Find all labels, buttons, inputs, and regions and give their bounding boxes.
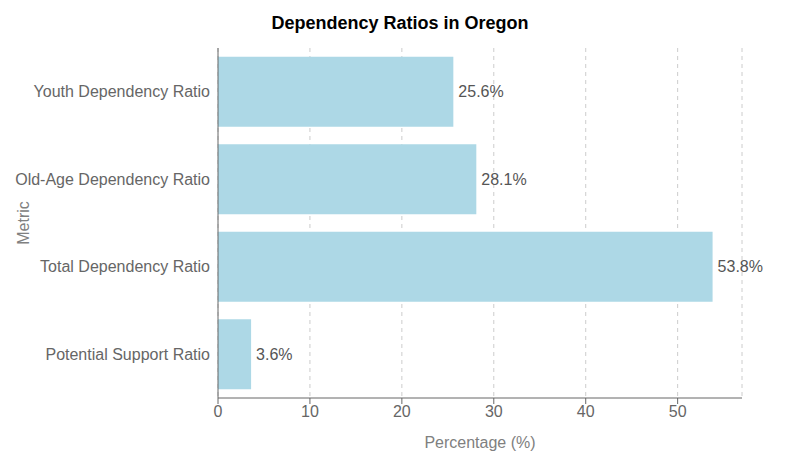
svg-text:Old-Age Dependency Ratio: Old-Age Dependency Ratio xyxy=(15,171,210,188)
svg-text:0: 0 xyxy=(214,403,223,420)
svg-text:Metric: Metric xyxy=(15,201,32,245)
svg-text:Percentage (%): Percentage (%) xyxy=(424,434,535,451)
svg-text:40: 40 xyxy=(577,403,595,420)
svg-text:10: 10 xyxy=(301,403,319,420)
svg-text:25.6%: 25.6% xyxy=(458,83,503,100)
svg-text:20: 20 xyxy=(393,403,411,420)
svg-text:28.1%: 28.1% xyxy=(481,171,526,188)
svg-text:Youth Dependency Ratio: Youth Dependency Ratio xyxy=(34,83,211,100)
svg-text:Potential Support Ratio: Potential Support Ratio xyxy=(45,346,210,363)
html-text:Dependency Ratios in Oregon: Dependency Ratios in Oregon xyxy=(271,13,529,33)
svg-text:30: 30 xyxy=(485,403,503,420)
svg-text:3.6%: 3.6% xyxy=(256,346,292,363)
svg-text:53.8%: 53.8% xyxy=(718,258,763,275)
svg-text:50: 50 xyxy=(669,403,687,420)
svg-text:Total Dependency Ratio: Total Dependency Ratio xyxy=(40,258,210,275)
